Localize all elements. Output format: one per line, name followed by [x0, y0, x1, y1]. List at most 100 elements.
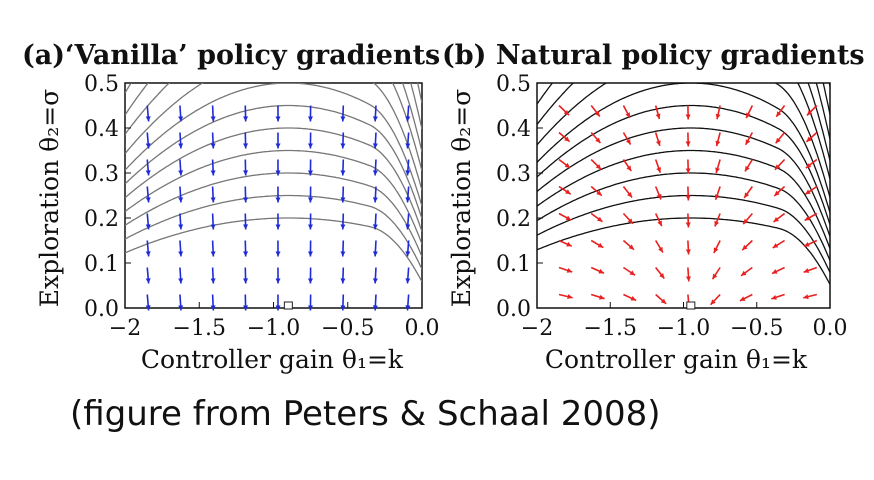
gradient-arrowhead: [307, 170, 313, 176]
x-tick-label: −1.5: [584, 316, 637, 341]
panel-natural: (b) Natural policy gradients −2 −1.5 −1.0−…: [442, 40, 865, 374]
gradient-arrowhead: [243, 305, 249, 311]
y-tick-label: 0.4: [84, 117, 119, 142]
contour-line: [537, 104, 830, 225]
gradient-arrowhead: [565, 215, 572, 221]
panel-a-title: (a)‘Vanilla’ policy gradients: [22, 40, 440, 71]
gradient-arrowhead: [307, 197, 313, 203]
figure-caption: (figure from Peters & Schaal 2008): [70, 394, 661, 434]
gradient-arrowhead: [340, 224, 346, 230]
y-tick-label: 0.5: [84, 72, 119, 97]
x-tick-label: 0.0: [405, 316, 440, 341]
gradient-arrowhead: [340, 305, 346, 311]
gradient-arrowhead: [715, 113, 721, 120]
contour-line: [125, 104, 422, 219]
contour-line: [125, 149, 422, 245]
panel-b-ticks: −2 −1.5 −1.0 −0.5 0.0 0.0 0.1 0.2 0.3 0.4 0.5: [496, 72, 848, 341]
gradient-arrowhead: [595, 137, 601, 144]
x-tick-label: −0.5: [321, 316, 374, 341]
gradient-arrowhead: [599, 294, 605, 300]
gradient-arrowhead: [243, 197, 249, 203]
x-tick-label: −1.0: [657, 316, 710, 341]
gradient-arrowhead: [275, 143, 281, 149]
panel-b-ylabel: Exploration θ₂=σ: [447, 89, 476, 307]
gradient-arrowhead: [739, 296, 746, 301]
gradient-arrowhead: [210, 305, 216, 311]
gradient-arrowhead: [744, 165, 750, 172]
gradient-arrowhead: [145, 224, 151, 230]
gradient-arrowhead: [806, 110, 813, 116]
gradient-arrowhead: [598, 268, 604, 274]
contour-line: [537, 172, 830, 261]
gradient-arrowhead: [741, 270, 747, 276]
y-tick-label: 0.0: [84, 297, 119, 322]
gradient-arrowhead: [210, 143, 216, 149]
gradient-arrowhead: [372, 251, 378, 257]
gradient-arrowhead: [659, 273, 665, 279]
gradient-arrowhead: [405, 116, 411, 122]
gradient-arrowhead: [804, 242, 810, 247]
y-tick-label: 0.4: [496, 117, 531, 142]
gradient-arrowhead: [685, 195, 691, 201]
gradient-arrowhead: [372, 143, 378, 149]
gradient-arrowhead: [178, 116, 184, 122]
gradient-arrowhead: [685, 249, 691, 255]
x-tick-label: −2: [521, 316, 553, 341]
gradient-arrowhead: [715, 140, 721, 147]
gradient-arrowhead: [660, 298, 667, 304]
optimum-marker: [283, 301, 293, 310]
gradient-arrowhead: [340, 143, 346, 149]
gradient-arrowhead: [243, 251, 249, 257]
gradient-arrowhead: [405, 170, 411, 176]
contour-line: [125, 194, 422, 270]
gradient-arrowhead: [804, 215, 811, 221]
gradient-arrowhead: [145, 116, 151, 122]
gradient-arrowhead: [806, 136, 812, 142]
gradient-arrowhead: [145, 305, 151, 311]
gradient-arrowhead: [405, 305, 411, 311]
gradient-arrowhead: [597, 242, 604, 248]
y-tick-label: 0.0: [496, 297, 531, 322]
gradient-arrowhead: [340, 170, 346, 176]
gradient-arrowhead: [714, 194, 720, 200]
gradient-arrowhead: [307, 224, 313, 230]
gradient-arrowhead: [145, 278, 151, 284]
panel-a-ylabel: Exploration θ₂=σ: [35, 89, 64, 307]
y-tick-label: 0.2: [84, 207, 119, 232]
gradient-arrowhead: [307, 278, 313, 284]
gradient-arrowhead: [340, 116, 346, 122]
gradient-arrowhead: [275, 251, 281, 257]
gradient-arrowhead: [715, 167, 720, 173]
y-tick-label: 0.3: [496, 162, 531, 187]
gradient-arrowhead: [566, 241, 572, 247]
gradient-arrowhead: [658, 246, 663, 253]
gradient-arrowhead: [655, 140, 661, 146]
gradient-arrowhead: [656, 167, 662, 173]
contour-line: [537, 217, 830, 285]
gradient-arrowhead: [145, 197, 151, 203]
gradient-arrowhead: [178, 251, 184, 257]
gradient-arrowhead: [275, 278, 281, 284]
gradient-arrowhead: [776, 111, 782, 117]
x-tick-label: −1.0: [247, 316, 300, 341]
gradient-arrowhead: [685, 222, 691, 228]
gradient-arrowhead: [627, 192, 633, 198]
gradient-arrowhead: [713, 247, 719, 254]
optimum-marker: [686, 301, 696, 310]
gradient-arrowhead: [307, 305, 313, 311]
gradient-arrowhead: [340, 278, 346, 284]
x-tick-label: −1.5: [173, 316, 226, 341]
y-tick-label: 0.5: [496, 72, 531, 97]
gradient-arrowhead: [243, 278, 249, 284]
gradient-arrowhead: [178, 305, 184, 311]
panel-a-ticks: −2 −1.5 −1.0 −0.5 0.0 0.0 0.1 0.2 0.3 0.4 0.5: [84, 72, 440, 341]
contour-line: [537, 194, 830, 273]
gradient-arrowhead: [564, 136, 570, 142]
gradient-arrowhead: [775, 137, 781, 144]
gradient-arrowhead: [685, 276, 691, 282]
gradient-arrowhead: [275, 170, 281, 176]
gradient-arrowhead: [805, 163, 812, 169]
y-tick-label: 0.1: [496, 252, 531, 277]
gradient-arrowhead: [685, 168, 691, 174]
contour-line: [537, 83, 830, 198]
